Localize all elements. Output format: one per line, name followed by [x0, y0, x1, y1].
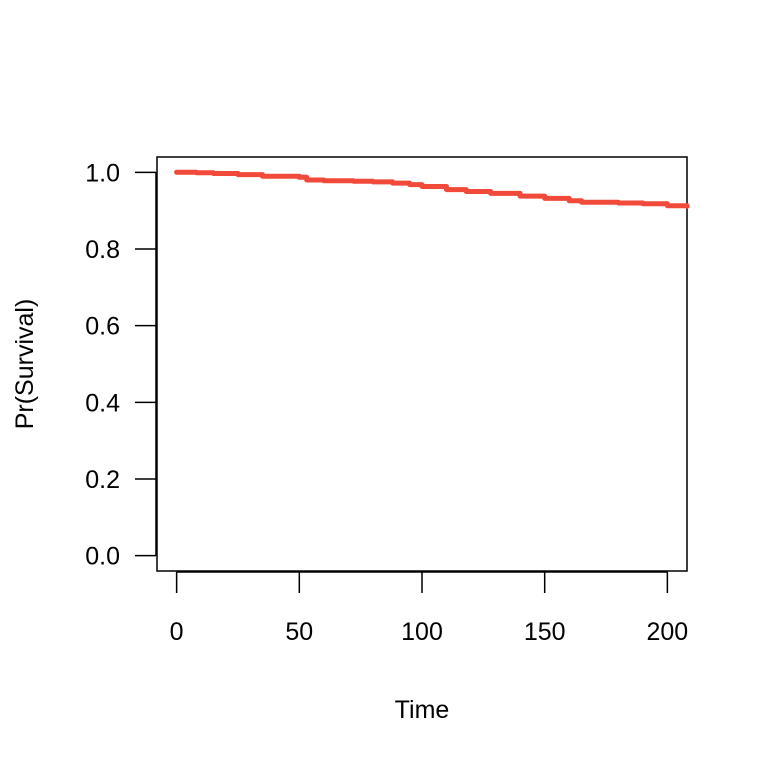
x-tick-label: 50 — [285, 618, 313, 646]
x-tick-label: 150 — [524, 618, 566, 646]
y-tick-label: 0.6 — [85, 313, 120, 341]
y-tick-label: 0.0 — [85, 543, 120, 571]
y-tick-label: 0.4 — [85, 389, 120, 417]
y-tick-label: 0.2 — [85, 466, 120, 494]
x-axis-title: Time — [395, 696, 450, 724]
x-axis: 0 50 100 150 200 — [170, 571, 689, 646]
y-tick-label: 1.0 — [85, 159, 120, 187]
x-tick-label: 200 — [647, 618, 689, 646]
x-tick-label: 0 — [170, 618, 184, 646]
y-tick-label: 0.8 — [85, 236, 120, 264]
survival-curve-line — [174, 169, 690, 209]
plot-frame — [156, 156, 688, 572]
x-tick-label: 100 — [401, 618, 443, 646]
series-layer — [174, 169, 690, 209]
y-axis: 0.0 0.2 0.4 0.6 0.8 1.0 — [85, 159, 157, 571]
y-axis-title: Pr(Survival) — [11, 299, 39, 430]
